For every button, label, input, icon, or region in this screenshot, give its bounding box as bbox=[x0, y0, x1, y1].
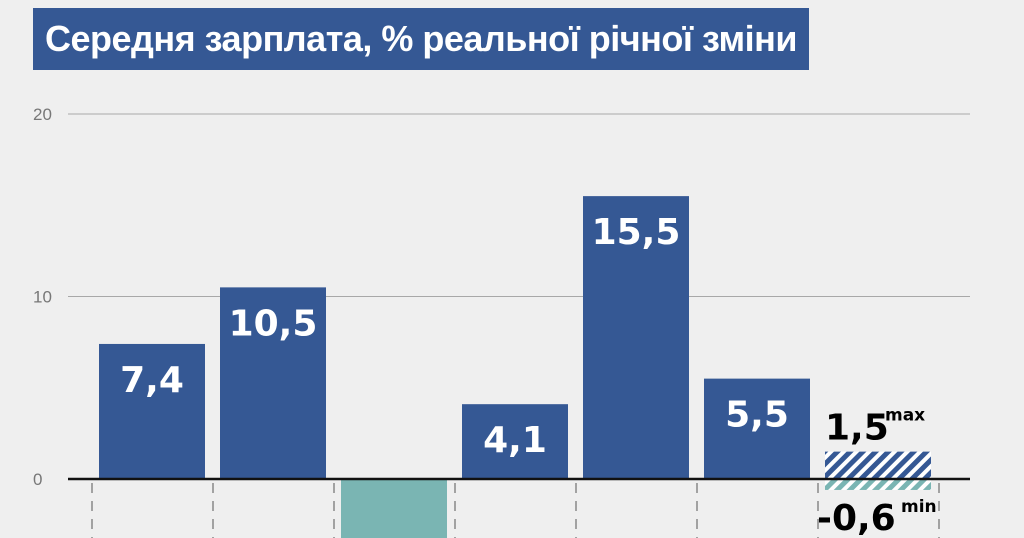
forecast-min-label: -0,6 bbox=[817, 498, 896, 538]
chart-title-box: Середня зарплата, % реальної річної змін… bbox=[33, 8, 810, 70]
bar-value-label: 15,5 bbox=[592, 212, 681, 253]
forecast-max-bar bbox=[825, 451, 931, 479]
forecast-min-tag: min bbox=[901, 497, 937, 517]
bar-value-label: 10,5 bbox=[229, 303, 318, 344]
bar bbox=[462, 404, 568, 479]
bar-value-label: 5,5 bbox=[725, 395, 789, 436]
bar bbox=[220, 287, 326, 479]
y-tick-label: 20 bbox=[33, 105, 52, 124]
forecast-min-bar bbox=[825, 479, 931, 490]
bar bbox=[583, 196, 689, 479]
chart-title: Середня зарплата, % реальної річної змін… bbox=[45, 18, 798, 59]
bar bbox=[704, 378, 810, 479]
bar-value-label: 4,1 bbox=[483, 420, 547, 461]
bar-value-label: 7,4 bbox=[120, 360, 184, 401]
y-tick-label: 10 bbox=[33, 288, 52, 307]
forecast-max-label: 1,5 bbox=[825, 408, 889, 449]
bar bbox=[99, 343, 205, 479]
forecast-max-tag: max bbox=[885, 406, 925, 426]
y-tick-label: 0 bbox=[33, 470, 42, 489]
bar bbox=[341, 479, 447, 538]
